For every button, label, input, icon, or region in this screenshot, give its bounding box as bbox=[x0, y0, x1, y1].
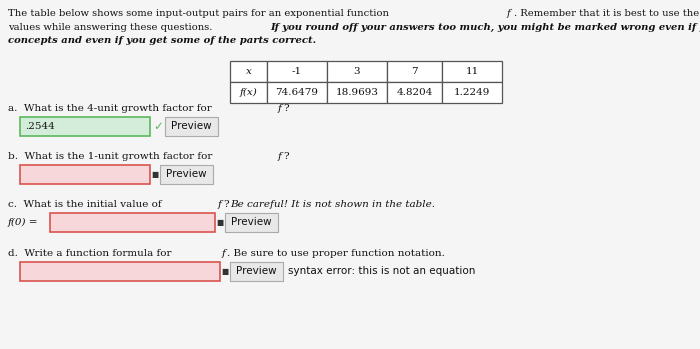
Text: The table below shows some input-output pairs for an exponential function: The table below shows some input-output … bbox=[8, 9, 392, 18]
Text: x: x bbox=[246, 67, 251, 76]
Text: ✓: ✓ bbox=[153, 120, 163, 133]
FancyBboxPatch shape bbox=[230, 82, 267, 103]
FancyBboxPatch shape bbox=[267, 61, 327, 82]
Text: f: f bbox=[221, 249, 225, 258]
FancyBboxPatch shape bbox=[165, 117, 218, 136]
Text: 74.6479: 74.6479 bbox=[276, 88, 318, 97]
FancyBboxPatch shape bbox=[327, 82, 387, 103]
FancyBboxPatch shape bbox=[267, 82, 327, 103]
Text: ?: ? bbox=[283, 104, 288, 113]
Text: Preview: Preview bbox=[236, 266, 276, 276]
Text: a.  What is the 4-unit growth factor for: a. What is the 4-unit growth factor for bbox=[8, 104, 215, 113]
Text: c.  What is the initial value of: c. What is the initial value of bbox=[8, 200, 165, 209]
Text: d.  Write a function formula for: d. Write a function formula for bbox=[8, 249, 175, 258]
Text: f: f bbox=[507, 9, 510, 18]
Text: ■: ■ bbox=[151, 170, 159, 179]
Text: syntax error: this is not an equation: syntax error: this is not an equation bbox=[288, 266, 475, 276]
Text: concepts and even if you get some of the parts correct.: concepts and even if you get some of the… bbox=[8, 36, 316, 45]
FancyBboxPatch shape bbox=[327, 61, 387, 82]
Text: Preview: Preview bbox=[231, 217, 272, 227]
Text: 11: 11 bbox=[466, 67, 479, 76]
Text: If you round off your answers too much, you might be marked wrong even if you un: If you round off your answers too much, … bbox=[270, 22, 700, 31]
FancyBboxPatch shape bbox=[20, 117, 150, 136]
Text: f: f bbox=[218, 200, 222, 209]
Text: 4.8204: 4.8204 bbox=[396, 88, 433, 97]
FancyBboxPatch shape bbox=[387, 82, 442, 103]
FancyBboxPatch shape bbox=[225, 213, 278, 232]
Text: . Be sure to use proper function notation.: . Be sure to use proper function notatio… bbox=[227, 249, 445, 258]
Text: ?: ? bbox=[223, 200, 232, 209]
Text: values while answering these questions.: values while answering these questions. bbox=[8, 22, 216, 31]
Text: b.  What is the 1-unit growth factor for: b. What is the 1-unit growth factor for bbox=[8, 152, 216, 161]
Text: ?: ? bbox=[283, 152, 288, 161]
Text: f(x): f(x) bbox=[239, 88, 258, 97]
FancyBboxPatch shape bbox=[230, 61, 267, 82]
Text: f: f bbox=[278, 152, 282, 161]
Text: 3: 3 bbox=[354, 67, 360, 76]
FancyBboxPatch shape bbox=[50, 213, 215, 232]
Text: 1.2249: 1.2249 bbox=[454, 88, 490, 97]
Text: Be careful! It is not shown in the table.: Be careful! It is not shown in the table… bbox=[230, 200, 435, 209]
Text: 7: 7 bbox=[411, 67, 418, 76]
Text: f: f bbox=[278, 104, 282, 113]
Text: .2544: .2544 bbox=[25, 122, 55, 131]
Text: ■: ■ bbox=[216, 218, 224, 227]
Text: -1: -1 bbox=[292, 67, 302, 76]
FancyBboxPatch shape bbox=[160, 164, 213, 184]
Text: Preview: Preview bbox=[172, 121, 212, 131]
Text: Preview: Preview bbox=[166, 169, 206, 179]
FancyBboxPatch shape bbox=[387, 61, 442, 82]
FancyBboxPatch shape bbox=[230, 261, 283, 281]
FancyBboxPatch shape bbox=[442, 61, 502, 82]
Text: ■: ■ bbox=[221, 267, 229, 276]
FancyBboxPatch shape bbox=[20, 261, 220, 281]
FancyBboxPatch shape bbox=[20, 164, 150, 184]
FancyBboxPatch shape bbox=[442, 82, 502, 103]
Text: f(0) =: f(0) = bbox=[8, 218, 38, 227]
Text: . Remember that it is best to use the exact expressions to represent: . Remember that it is best to use the ex… bbox=[514, 9, 700, 18]
Text: 18.9693: 18.9693 bbox=[335, 88, 379, 97]
